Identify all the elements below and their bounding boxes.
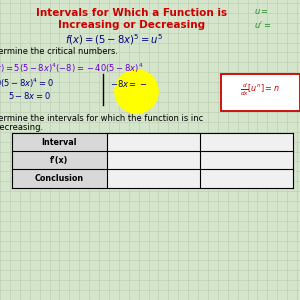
FancyBboxPatch shape xyxy=(106,152,292,169)
Text: $f(x) = (5-8x)^5 = u^5$: $f(x) = (5-8x)^5 = u^5$ xyxy=(65,32,163,47)
Text: Interval: Interval xyxy=(41,138,77,147)
Text: $5-8x=0$: $5-8x=0$ xyxy=(8,90,50,101)
Text: decreasing.: decreasing. xyxy=(0,123,44,132)
Text: $u =$: $u =$ xyxy=(254,8,268,16)
FancyBboxPatch shape xyxy=(12,134,106,152)
FancyBboxPatch shape xyxy=(12,152,106,169)
FancyBboxPatch shape xyxy=(106,169,292,188)
Text: f'(x): f'(x) xyxy=(50,156,68,165)
Circle shape xyxy=(115,70,158,113)
Text: Increasing or Decreasing: Increasing or Decreasing xyxy=(58,20,206,29)
FancyBboxPatch shape xyxy=(12,169,106,188)
Text: termine the intervals for which the function is inc: termine the intervals for which the func… xyxy=(0,114,203,123)
Text: $-8x=-$: $-8x=-$ xyxy=(110,78,147,89)
FancyBboxPatch shape xyxy=(106,134,292,152)
FancyBboxPatch shape xyxy=(220,74,300,111)
Text: Conclusion: Conclusion xyxy=(35,174,84,183)
Text: $\frac{d}{dx}[u^n]=n$: $\frac{d}{dx}[u^n]=n$ xyxy=(240,82,280,98)
Text: Intervals for Which a Function is: Intervals for Which a Function is xyxy=(36,8,228,17)
Text: termine the critical numbers.: termine the critical numbers. xyxy=(0,46,118,56)
Text: $u' =$: $u' =$ xyxy=(254,20,271,31)
Text: $x) = 5(5-8x)^4(-8) = -40(5-8x)^4$: $x) = 5(5-8x)^4(-8) = -40(5-8x)^4$ xyxy=(0,61,143,75)
Text: $0(5-8x)^4=0$: $0(5-8x)^4=0$ xyxy=(0,76,53,90)
